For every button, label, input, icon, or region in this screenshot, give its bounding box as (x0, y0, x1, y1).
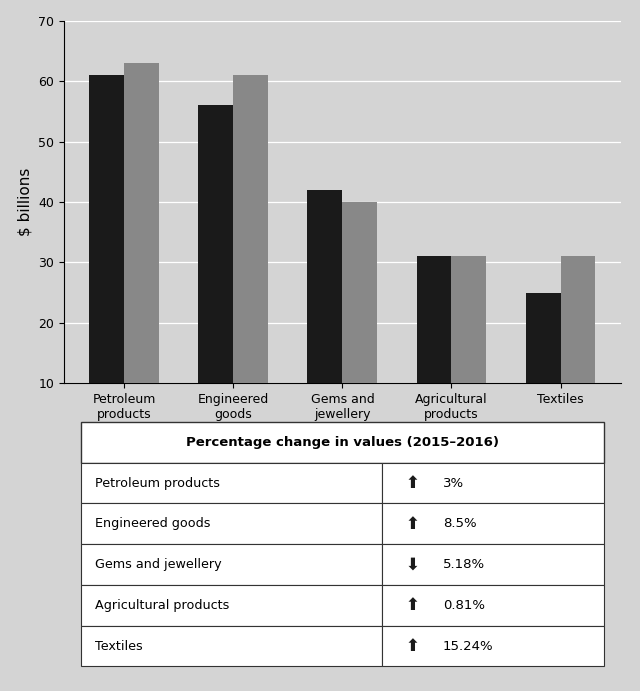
Text: Percentage change in values (2015–2016): Percentage change in values (2015–2016) (186, 436, 499, 449)
Bar (81, 504, 381, 545)
Bar (451, 256, 486, 444)
Text: 15.24%: 15.24% (443, 640, 493, 652)
Bar (381, 463, 604, 504)
Bar (124, 63, 159, 444)
Bar (525, 293, 561, 444)
Text: Textiles: Textiles (95, 640, 142, 652)
Text: 5.18%: 5.18% (443, 558, 485, 571)
Text: Agricultural products: Agricultural products (95, 599, 229, 612)
Y-axis label: $ billions: $ billions (18, 168, 33, 236)
Bar (234, 75, 268, 444)
Bar (381, 545, 604, 585)
Text: 0.81%: 0.81% (443, 599, 485, 612)
Bar (307, 190, 342, 444)
Bar (81, 585, 381, 625)
Bar (342, 202, 378, 444)
Bar (198, 105, 234, 444)
Text: ⬇: ⬇ (405, 556, 419, 574)
Bar (381, 504, 604, 545)
Bar (81, 422, 604, 463)
Bar (81, 625, 381, 666)
Bar (561, 256, 595, 444)
Text: ⬆: ⬆ (405, 474, 419, 492)
Bar (381, 625, 604, 666)
Bar (90, 75, 124, 444)
Text: Gems and jewellery: Gems and jewellery (95, 558, 221, 571)
Bar (381, 585, 604, 625)
Bar (81, 545, 381, 585)
Bar (81, 463, 381, 504)
Text: ⬆: ⬆ (405, 515, 419, 533)
Text: Engineered goods: Engineered goods (95, 518, 210, 531)
Text: ⬆: ⬆ (405, 637, 419, 655)
Text: 8.5%: 8.5% (443, 518, 477, 531)
Text: ⬆: ⬆ (405, 596, 419, 614)
Bar (417, 256, 451, 444)
X-axis label: Product Category: Product Category (268, 429, 417, 444)
Text: Petroleum products: Petroleum products (95, 477, 220, 490)
Text: 3%: 3% (443, 477, 464, 490)
